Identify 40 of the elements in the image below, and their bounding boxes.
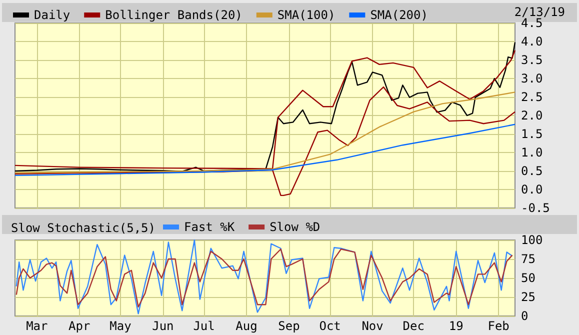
y-tick-label: 2.0 <box>521 108 543 122</box>
line-series <box>16 239 513 314</box>
x-tick-label: Jun <box>152 319 174 333</box>
y-tick-label: 25 <box>521 290 536 304</box>
x-tick-label: Sep <box>278 319 300 333</box>
y-tick-label: 0.5 <box>521 164 543 178</box>
x-tick-label: 19 <box>448 319 464 333</box>
line-series <box>14 124 516 176</box>
y-tick-label: 1.5 <box>521 127 543 141</box>
x-tick-label: Aug <box>236 319 258 333</box>
x-tick-label: Jul <box>193 319 215 333</box>
y-tick-label: 75 <box>521 252 536 266</box>
y-tick-label: 0 <box>521 309 528 323</box>
x-tick-label: Apr <box>68 319 90 333</box>
line-series <box>14 92 516 174</box>
y-tick-label: 100 <box>521 233 543 247</box>
x-tick-label: Nov <box>362 319 384 333</box>
line-series <box>16 248 513 308</box>
y-tick-label: -0.5 <box>521 201 550 215</box>
x-tick-label: Feb <box>488 319 510 333</box>
text: 2/13/19 <box>514 5 566 19</box>
y-tick-label: 2.5 <box>521 90 543 104</box>
y-tick-label: 0.0 <box>521 182 543 196</box>
legend-label: Bollinger Bands(20) <box>105 8 242 22</box>
legend-label: Fast %K <box>184 220 236 234</box>
legend-label: SMA(100) <box>277 8 336 22</box>
y-tick-label: 50 <box>521 271 536 285</box>
y-tick-label: 4.5 <box>521 16 543 30</box>
legend-label: Daily <box>34 8 70 22</box>
x-tick-label: Oct <box>319 319 341 333</box>
y-tick-label: 1.0 <box>521 146 543 160</box>
y-tick-label: 3.5 <box>521 53 543 67</box>
x-tick-label: Dec <box>402 319 424 333</box>
legend-label: SMA(200) <box>370 8 428 22</box>
x-tick-label: Mar <box>26 319 48 333</box>
legend-label: Slow %D <box>270 220 320 234</box>
y-tick-label: 4.0 <box>521 34 543 48</box>
y-tick-label: 3.0 <box>521 72 543 86</box>
chart-title: Slow Stochastic(5,5) <box>11 221 156 235</box>
x-tick-label: May <box>110 319 132 333</box>
